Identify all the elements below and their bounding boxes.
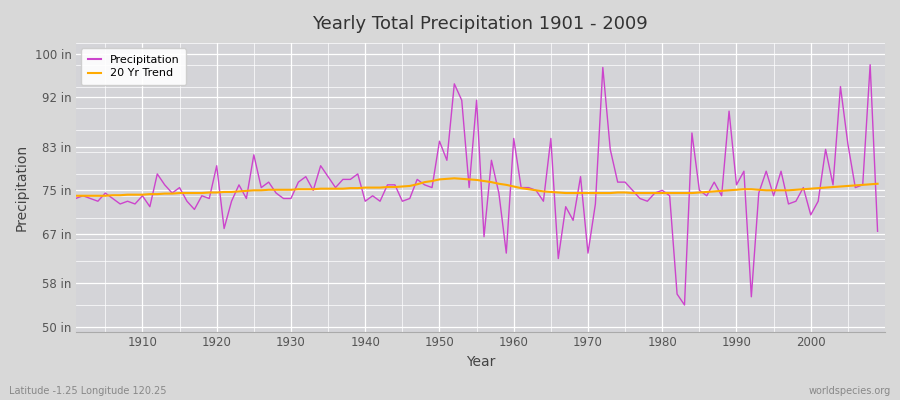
Text: worldspecies.org: worldspecies.org <box>809 386 891 396</box>
Y-axis label: Precipitation: Precipitation <box>15 144 29 231</box>
Legend: Precipitation, 20 Yr Trend: Precipitation, 20 Yr Trend <box>81 48 186 85</box>
X-axis label: Year: Year <box>465 355 495 369</box>
Text: Latitude -1.25 Longitude 120.25: Latitude -1.25 Longitude 120.25 <box>9 386 166 396</box>
Title: Yearly Total Precipitation 1901 - 2009: Yearly Total Precipitation 1901 - 2009 <box>312 15 648 33</box>
